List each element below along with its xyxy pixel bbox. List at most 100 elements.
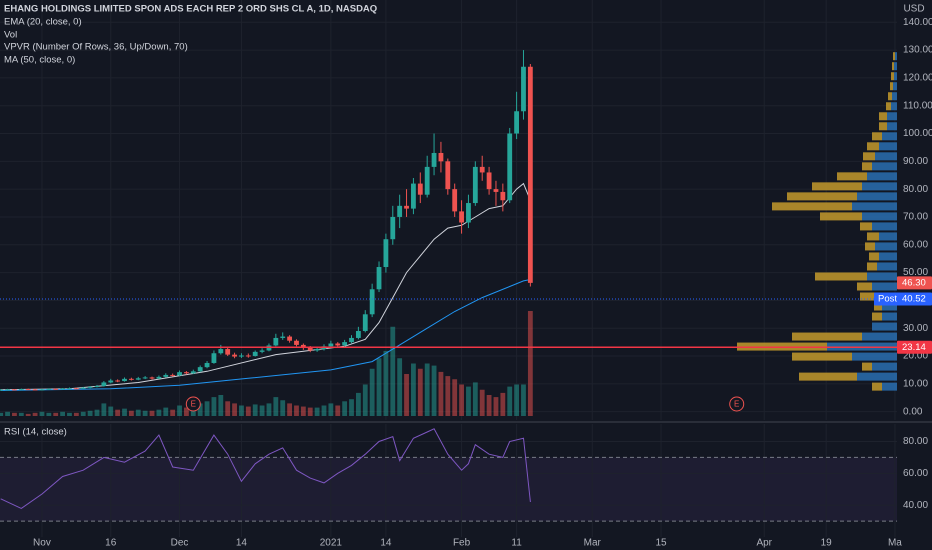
candle-body [170, 374, 176, 376]
volume-bar [18, 412, 24, 416]
vpvr-down [874, 302, 882, 311]
candle-body [163, 374, 169, 377]
vpvr-down [891, 72, 894, 81]
vpvr-up [875, 242, 897, 251]
volume-bar [245, 406, 251, 416]
vpvr-down [865, 242, 875, 251]
volume-bar [252, 404, 258, 416]
y-tick-label: 40.00 [903, 500, 928, 511]
vpvr-up [872, 222, 897, 231]
volume-bar [259, 405, 265, 416]
volume-bar [349, 399, 354, 416]
candle-body [94, 386, 100, 388]
candle-body [80, 387, 86, 389]
y-tick-label: 70.00 [903, 212, 928, 223]
volume-bar [500, 392, 506, 416]
candle-body [369, 289, 375, 315]
candle-body [307, 347, 313, 351]
volume-bar [135, 409, 141, 416]
candle-body [225, 349, 231, 355]
candle-body [472, 166, 478, 204]
candle-body [404, 205, 409, 209]
volume-bar [46, 412, 52, 416]
volume-bar [53, 412, 59, 416]
volume-bar [300, 406, 306, 416]
candle-body [521, 66, 526, 112]
volume-bar [108, 406, 114, 416]
currency: USD [903, 4, 924, 15]
volume-bar [445, 376, 451, 416]
candle-body [527, 66, 533, 283]
price-tag-label: 46.30 [902, 277, 926, 288]
x-tick-label: 14 [236, 538, 248, 549]
vpvr-up [879, 252, 897, 261]
x-tick-label: Ma [888, 538, 902, 549]
candle-body [135, 378, 141, 380]
candle-body [287, 336, 293, 341]
candle-body [376, 267, 382, 290]
candle-body [184, 372, 189, 374]
volume-bar [239, 405, 244, 416]
volume-bar [514, 384, 520, 416]
candle-body [53, 388, 59, 390]
vpvr-down [872, 132, 882, 141]
y-tick-label: 80.00 [903, 436, 928, 447]
candle-body [273, 337, 279, 346]
volume-bar [369, 368, 375, 416]
candle-body [486, 172, 492, 190]
vpvr-down [860, 222, 872, 231]
vpvr-down [862, 162, 872, 171]
volume-bar [25, 413, 31, 416]
candle-body [417, 183, 423, 195]
event-marker [729, 396, 745, 412]
candle-body [314, 349, 320, 351]
candle-body [204, 362, 210, 368]
candle-body [355, 330, 361, 338]
volume-bar [266, 403, 272, 416]
x-tick-label: Nov [33, 538, 51, 549]
y-tick-label: 130.00 [903, 45, 932, 56]
candle-body [197, 367, 203, 372]
vpvr-down [857, 282, 872, 291]
vpvr-up [882, 312, 897, 321]
volume-bar [383, 350, 389, 416]
vpvr-down [872, 382, 882, 391]
candle-body [46, 388, 52, 390]
vpvr-up [875, 152, 897, 161]
vpvr-up [872, 362, 897, 371]
x-tick-label: 14 [380, 538, 392, 549]
volume-bar [362, 384, 368, 416]
y-tick-label: 0.00 [903, 406, 923, 417]
candle-body [342, 342, 348, 346]
volume-bar [80, 411, 86, 416]
volume-bar [273, 397, 279, 416]
candle-body [218, 349, 224, 354]
volume-bar [94, 409, 100, 416]
overlay-line [0, 279, 531, 391]
candle-body [67, 388, 72, 390]
candle-body [479, 166, 485, 173]
volume-bar [204, 401, 210, 416]
candle-body [39, 389, 45, 391]
vpvr-down [890, 82, 893, 91]
volume-bar [128, 410, 134, 416]
vpvr-down [893, 52, 895, 61]
price-tag [897, 340, 932, 354]
candle-body [411, 183, 416, 209]
volume-bar [225, 401, 231, 416]
vpvr-down [787, 192, 857, 201]
vpvr-up [893, 82, 897, 91]
vpvr-up [852, 202, 897, 211]
overlay-line [0, 182, 531, 391]
price-tag [874, 292, 932, 306]
volume-bar [0, 412, 4, 416]
legend-entry: VPVR (Number Of Rows, 36, Up/Down, 70) [4, 42, 188, 53]
volume-bar [417, 368, 423, 416]
volume-bar [459, 384, 464, 416]
price-tag-label: 23.14 [902, 342, 926, 353]
candle-body [466, 203, 471, 223]
y-tick-label: 10.00 [903, 378, 928, 389]
volume-bar [328, 403, 334, 416]
vpvr-down [879, 122, 887, 131]
volume-bar [397, 358, 403, 416]
